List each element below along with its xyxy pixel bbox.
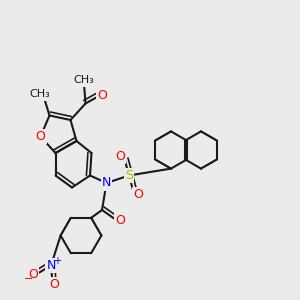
- Text: S: S: [125, 169, 133, 182]
- Text: N: N: [102, 176, 111, 190]
- Text: −: −: [24, 274, 33, 284]
- Text: CH₃: CH₃: [74, 75, 94, 85]
- Text: O: O: [115, 214, 125, 227]
- Text: O: O: [36, 130, 45, 143]
- Text: O: O: [28, 268, 38, 281]
- Text: O: O: [133, 188, 143, 201]
- Text: N: N: [46, 259, 56, 272]
- Text: +: +: [53, 256, 61, 266]
- Text: CH₃: CH₃: [29, 89, 50, 100]
- Text: O: O: [115, 150, 125, 163]
- Text: O: O: [49, 278, 59, 292]
- Text: O: O: [97, 89, 107, 103]
